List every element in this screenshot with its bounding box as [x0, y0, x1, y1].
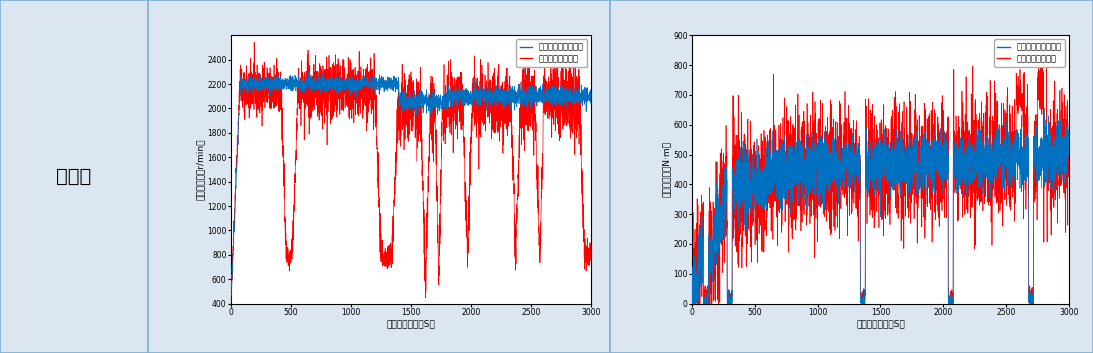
- Y-axis label: 发动机扩矩（N·m）: 发动机扩矩（N·m）: [661, 142, 670, 197]
- Y-axis label: 发动机转速（r/min）: 发动机转速（r/min）: [196, 139, 204, 200]
- Legend: 拖拉机上发动机转速, 台架上发动机转速: 拖拉机上发动机转速, 台架上发动机转速: [516, 40, 587, 67]
- Legend: 拖拉机上发动机扩矩, 台架上发动机扩矩: 拖拉机上发动机扩矩, 台架上发动机扩矩: [994, 40, 1065, 67]
- X-axis label: 工况运行时间（S）: 工况运行时间（S）: [387, 319, 435, 329]
- X-axis label: 工况运行时间（S）: 工况运行时间（S）: [856, 319, 905, 329]
- Text: 拖拉机: 拖拉机: [56, 167, 92, 186]
